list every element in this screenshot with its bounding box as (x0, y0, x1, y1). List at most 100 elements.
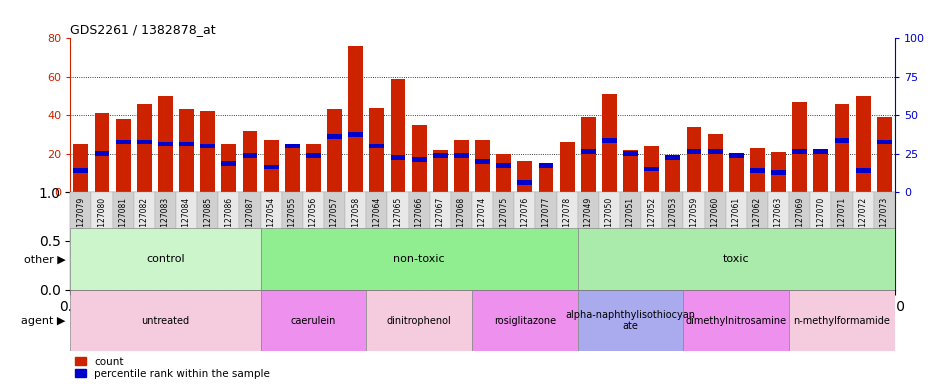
Bar (366, 192, 387, 290)
Text: dimethylnitrosamine: dimethylnitrosamine (685, 316, 786, 326)
Bar (792, 102, 806, 192)
Bar (73, 144, 88, 192)
Bar (242, 153, 257, 158)
Text: GSM127074: GSM127074 (477, 197, 487, 243)
Text: GSM127053: GSM127053 (667, 197, 677, 243)
Bar (749, 148, 764, 192)
Bar (70, 192, 92, 290)
Text: GSM127067: GSM127067 (435, 197, 445, 243)
Bar (810, 192, 830, 290)
Text: GSM127052: GSM127052 (647, 197, 655, 243)
Text: caerulein: caerulein (290, 316, 336, 326)
Text: GSM127085: GSM127085 (203, 197, 212, 243)
Bar (390, 155, 405, 160)
Bar (200, 144, 215, 148)
Bar (622, 150, 637, 192)
Text: toxic: toxic (723, 254, 749, 264)
Bar (475, 140, 490, 192)
Bar (158, 142, 172, 146)
Bar (200, 111, 215, 192)
Text: GSM127078: GSM127078 (562, 197, 571, 243)
Legend: count, percentile rank within the sample: count, percentile rank within the sample (76, 357, 270, 379)
Bar (855, 169, 870, 173)
Bar (514, 192, 534, 290)
Bar (538, 165, 553, 192)
Text: GSM127062: GSM127062 (753, 197, 761, 243)
Bar (644, 146, 658, 192)
Bar (768, 192, 788, 290)
Bar (327, 109, 342, 192)
Bar (432, 150, 447, 192)
Bar (876, 140, 891, 144)
Bar (95, 151, 110, 156)
Bar (70, 228, 260, 290)
Bar (855, 96, 870, 192)
Bar (770, 170, 785, 175)
Bar (285, 146, 300, 192)
Text: GSM127082: GSM127082 (139, 197, 149, 243)
Bar (876, 117, 891, 192)
Bar (534, 192, 556, 290)
Bar (598, 192, 620, 290)
Bar (622, 151, 637, 156)
Bar (556, 192, 578, 290)
Bar (260, 192, 282, 290)
Bar (812, 149, 827, 154)
Bar (746, 192, 768, 290)
Text: GSM127081: GSM127081 (119, 197, 127, 243)
Bar (580, 117, 595, 192)
Bar (665, 156, 680, 192)
Bar (302, 192, 324, 290)
Text: non-toxic: non-toxic (393, 254, 445, 264)
Bar (792, 149, 806, 154)
Text: other ▶: other ▶ (23, 254, 66, 264)
Text: GSM127058: GSM127058 (351, 197, 359, 243)
Bar (601, 138, 616, 142)
Bar (492, 192, 514, 290)
Bar (344, 192, 366, 290)
Bar (728, 157, 743, 192)
Bar (348, 132, 363, 137)
Text: alpha-naphthylisothiocyan
ate: alpha-naphthylisothiocyan ate (565, 310, 695, 331)
Bar (834, 138, 848, 142)
Bar (327, 134, 342, 139)
Bar (369, 144, 384, 148)
Text: GSM127057: GSM127057 (329, 197, 339, 243)
Bar (640, 192, 662, 290)
Text: GSM127084: GSM127084 (182, 197, 191, 243)
Text: GSM127073: GSM127073 (879, 197, 888, 243)
Bar (408, 192, 430, 290)
Text: GSM127072: GSM127072 (857, 197, 867, 243)
Bar (872, 192, 894, 290)
Bar (240, 192, 260, 290)
Bar (95, 113, 110, 192)
Text: GDS2261 / 1382878_at: GDS2261 / 1382878_at (70, 23, 215, 36)
Bar (707, 134, 722, 192)
Text: n-methylformamide: n-methylformamide (793, 316, 889, 326)
Bar (154, 192, 176, 290)
Bar (387, 192, 408, 290)
Bar (578, 192, 598, 290)
Bar (704, 192, 724, 290)
Bar (137, 140, 152, 144)
Bar (496, 154, 510, 192)
Bar (218, 192, 240, 290)
Bar (134, 192, 154, 290)
Bar (411, 157, 426, 162)
Bar (788, 290, 894, 351)
Bar (475, 159, 490, 164)
Bar (324, 192, 344, 290)
Text: GSM127076: GSM127076 (519, 197, 529, 243)
Bar (450, 192, 472, 290)
Bar (179, 142, 194, 146)
Text: GSM127071: GSM127071 (837, 197, 845, 243)
Bar (580, 149, 595, 154)
Text: GSM127061: GSM127061 (731, 197, 740, 243)
Bar (834, 104, 848, 192)
Bar (116, 119, 130, 192)
Text: GSM127077: GSM127077 (541, 197, 549, 243)
Text: control: control (146, 254, 184, 264)
Bar (812, 150, 827, 192)
Bar (620, 192, 640, 290)
Bar (830, 192, 852, 290)
